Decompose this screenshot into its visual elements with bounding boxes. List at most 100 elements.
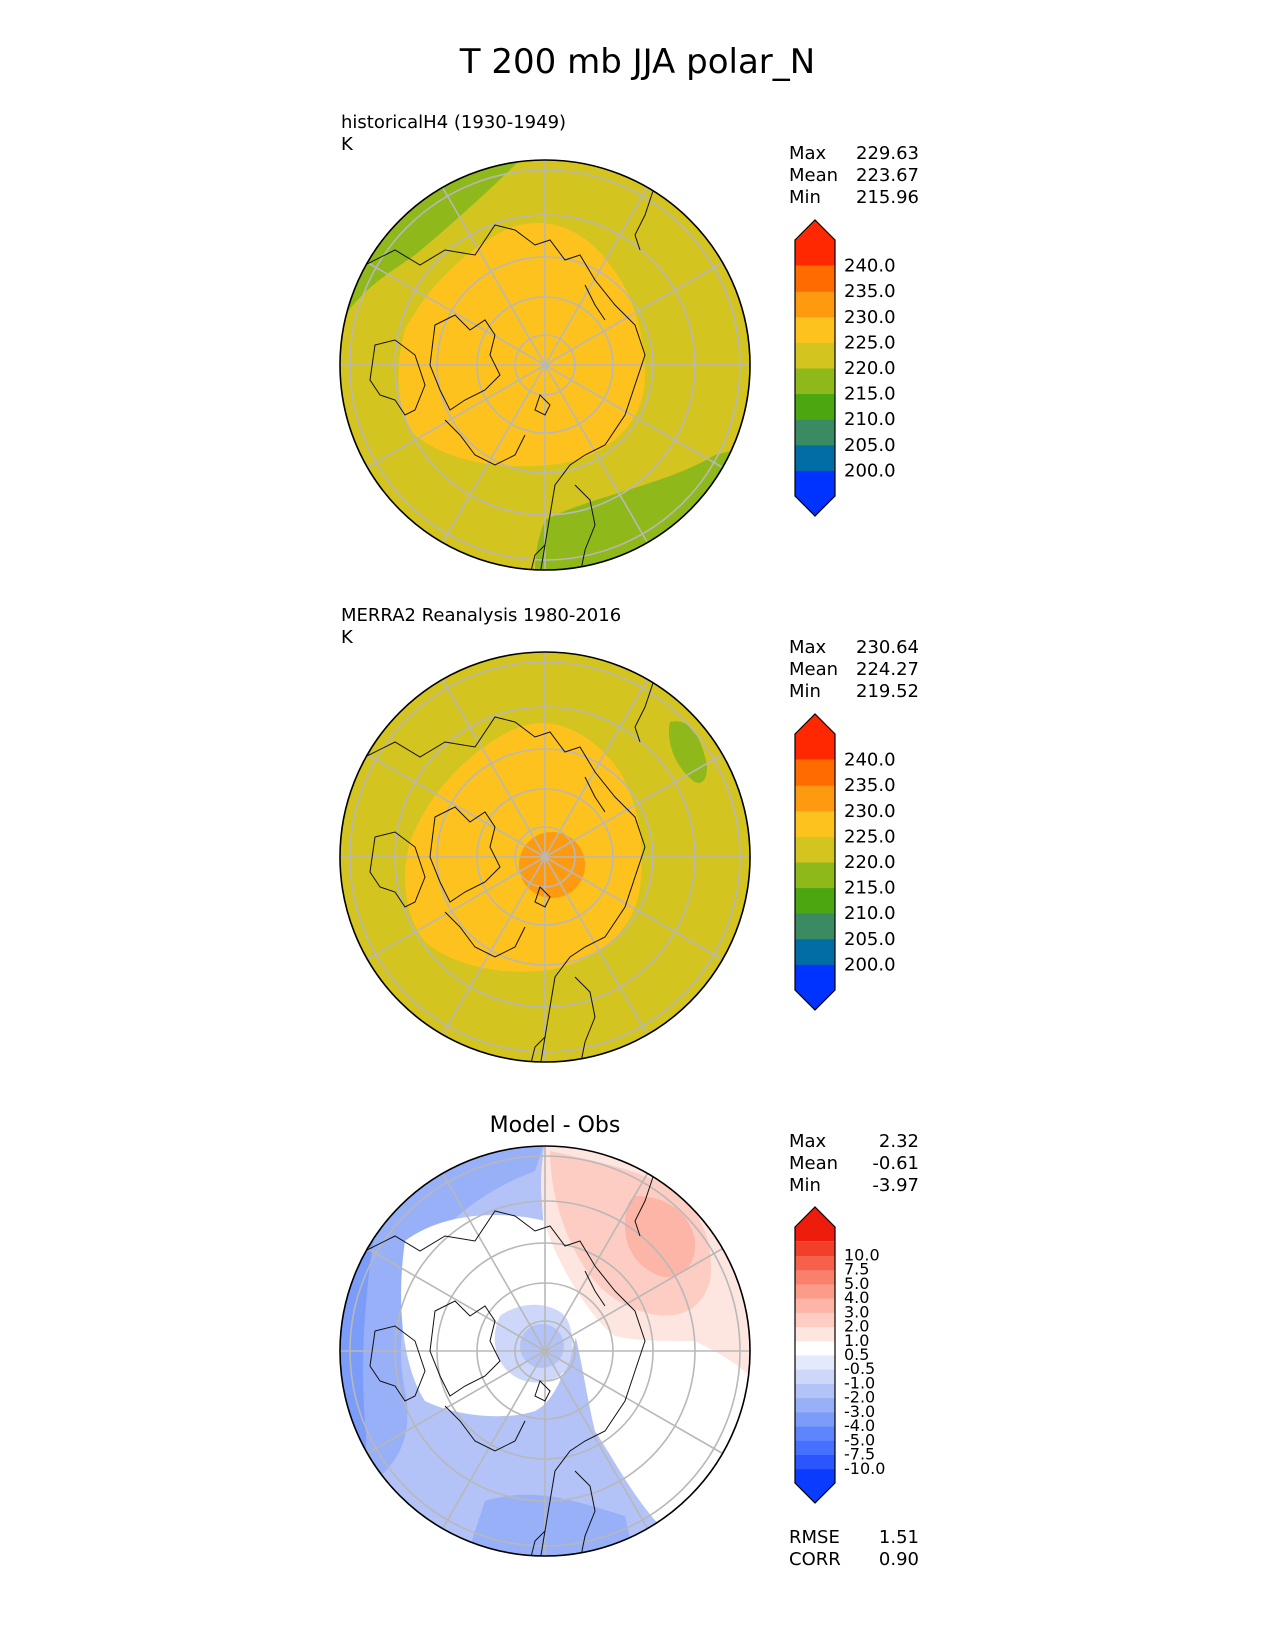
panel-3-colorbar-swatch [795, 1468, 835, 1503]
panel-3-colorbar-tick-label: -1.0 [844, 1373, 875, 1392]
panel-1-field-band-215-sw [340, 475, 375, 570]
panel-3-colorbar-swatch [795, 1411, 835, 1427]
panel-1-colorbar-tick-label: 240.0 [844, 256, 896, 277]
panel-2-colorbar-swatch [795, 810, 835, 837]
panel-1-colorbar-swatch [795, 220, 835, 266]
panel-1-colorbar-tick-label: 205.0 [844, 435, 896, 456]
panel-3-colorbar-swatch [795, 1269, 835, 1285]
panel-2-stat-min: Min 219.52 [789, 681, 919, 702]
panel-2-boundary [339, 651, 751, 1063]
panel-3-metrics: RMSE 1.51 CORR 0.90 [789, 1527, 919, 1571]
panel-1-label: historicalH4 (1930-1949) K [341, 112, 566, 156]
panel-3-boundary [339, 1145, 751, 1557]
panel-2-stat-mean: Mean 224.27 [789, 659, 919, 680]
panel-1-colorbar-tick-label: 235.0 [844, 281, 896, 302]
panel-1-stat-mean: Mean 223.67 [789, 165, 919, 186]
panel-2-colorbar-tick-label: 235.0 [844, 775, 896, 796]
panel-2-graticule [340, 652, 750, 1062]
panel-1-graticule [340, 160, 750, 570]
panel-3-colorbar-tick-label: -2.0 [844, 1388, 875, 1407]
panel-2-units-label: K [341, 627, 353, 648]
panel-3-colorbar-tick-label: 7.5 [844, 1260, 869, 1279]
panel-2-run-label: MERRA2 Reanalysis 1980-2016 [341, 605, 622, 626]
panel-3-colorbar-swatch [795, 1440, 835, 1456]
panel-3-colorbar-swatch [795, 1397, 835, 1413]
panel-3-colorbar-tick-label: -10.0 [844, 1459, 885, 1478]
panel-2-colorbar-swatch [795, 964, 835, 1010]
panel-3-colorbar-swatch [795, 1340, 835, 1356]
panel-3-colorbar-tick-label: 4.0 [844, 1288, 869, 1307]
panel-3-coastlines [364, 1170, 656, 1556]
panel-2-colorbar-tick-label: 200.0 [844, 954, 896, 975]
panel-1-colorbar-tick-label: 225.0 [844, 332, 896, 353]
panel-3-colorbar-tick-label: 10.0 [844, 1245, 880, 1264]
panel-2-colorbar-swatch [795, 785, 835, 812]
panel-3-field-band-neg3 [340, 1146, 545, 1501]
panel-2-label: MERRA2 Reanalysis 1980-2016 K [341, 605, 621, 649]
panel-2-colorbar-tick-label: 225.0 [844, 826, 896, 847]
panel-3-colorbar-swatch [795, 1207, 835, 1242]
panel-2-colorbar-swatch [795, 759, 835, 786]
panel-2-polar-map [339, 651, 751, 1063]
panel-1-colorbar-swatch [795, 291, 835, 318]
panel-3-colorbar-tick-label: -3.0 [844, 1402, 875, 1421]
panel-3-metric-rmse: RMSE 1.51 [789, 1527, 919, 1548]
panel-3-stat-max: Max 2.32 [789, 1131, 919, 1152]
panel-2-coastlines [364, 676, 656, 1062]
panel-3-colorbar-swatch [795, 1283, 835, 1299]
panel-3-colorbar-swatch [795, 1312, 835, 1328]
panel-3-colorbar-tick-label: -4.0 [844, 1416, 875, 1435]
panel-3-colorbar-swatch [795, 1383, 835, 1399]
panel-2-field-band-215 [669, 721, 707, 783]
panel-3-colorbar-swatch [795, 1355, 835, 1370]
panel-1-colorbar-tick-label: 200.0 [844, 460, 896, 481]
panel-1-units-label: K [341, 134, 353, 155]
panel-2-colorbar-swatch [795, 862, 835, 889]
panel-3-stat-min: Min -3.97 [789, 1175, 919, 1196]
panel-3-stats: Max 2.32 Mean -0.61 Min -3.97 [789, 1131, 919, 1197]
panel-3-colorbar-tick-label: -7.5 [844, 1445, 875, 1464]
panel-2-colorbar-tick-label: 215.0 [844, 878, 896, 899]
panel-1-colorbar-swatch [795, 470, 835, 516]
panel-2-colorbar-tick-label: 205.0 [844, 929, 896, 950]
panel-3-colorbar-tick-label: 3.0 [844, 1302, 869, 1321]
panel-3-field-band-pos2 [625, 1196, 696, 1277]
panel-1-colorbar-swatch [795, 342, 835, 369]
panel-1-run-label: historicalH4 (1930-1949) [341, 112, 567, 133]
panel-2-colorbar-tick-label: 220.0 [844, 852, 896, 873]
panel-3-colorbar-swatch [795, 1426, 835, 1441]
panel-1-stats: Max 229.63 Mean 223.67 Min 215.96 [789, 143, 919, 209]
panel-1-polar-map [339, 159, 751, 571]
panel-3-graticule [340, 1146, 750, 1556]
panel-1-stat-max: Max 229.63 [789, 143, 919, 164]
panel-1-colorbar-swatch [795, 419, 835, 446]
panel-2-colorbar-swatch [795, 836, 835, 863]
panel-3-title: Model - Obs [489, 1113, 621, 1138]
panel-3-colorbar-swatch [795, 1298, 835, 1313]
panel-3-colorbar-tick-label: 1.0 [844, 1331, 869, 1350]
panel-2-colorbar-swatch [795, 938, 835, 965]
panel-1-colorbar-swatch [795, 444, 835, 471]
panel-2-stat-max: Max 230.64 [789, 637, 919, 658]
panel-2-colorbar-tick-label: 210.0 [844, 903, 896, 924]
panel-1-colorbar: 200.0 205.0 210.0 215.0 220.0 225.0 230.0 235.0… [794, 219, 896, 517]
panel-1-colorbar-swatch [795, 316, 835, 343]
panel-1-colorbar-tick-label: 210.0 [844, 409, 896, 430]
panel-1-stat-min: Min 215.96 [789, 187, 919, 208]
panel-1-colorbar-tick-label: 215.0 [844, 384, 896, 405]
panel-2-colorbar-swatch [795, 913, 835, 940]
panel-3-colorbar-swatch [795, 1454, 835, 1470]
panel-1-colorbar-outline [794, 219, 836, 517]
panel-3-metric-corr: CORR 0.90 [789, 1549, 919, 1570]
panel-3-polar-map [339, 1145, 751, 1557]
panel-1-field-band-225 [398, 222, 645, 467]
panel-2-colorbar: 200.0 205.0 210.0 215.0 220.0 225.0 230.0 235.0… [794, 713, 896, 1011]
panel-2-colorbar-outline [794, 713, 836, 1011]
panel-1-colorbar-swatch [795, 368, 835, 395]
panel-3-colorbar: -10.0-7.5-5.0-4.0-3.0-2.0-1.0-0.50.51.02… [794, 1206, 885, 1504]
panel-1-boundary [339, 159, 751, 571]
panel-3-colorbar-tick-label: 5.0 [844, 1274, 869, 1293]
panel-2-colorbar-tick-label: 230.0 [844, 801, 896, 822]
panel-3-colorbar-swatch [795, 1326, 835, 1342]
panel-3-colorbar-tick-label: 2.0 [844, 1317, 869, 1336]
